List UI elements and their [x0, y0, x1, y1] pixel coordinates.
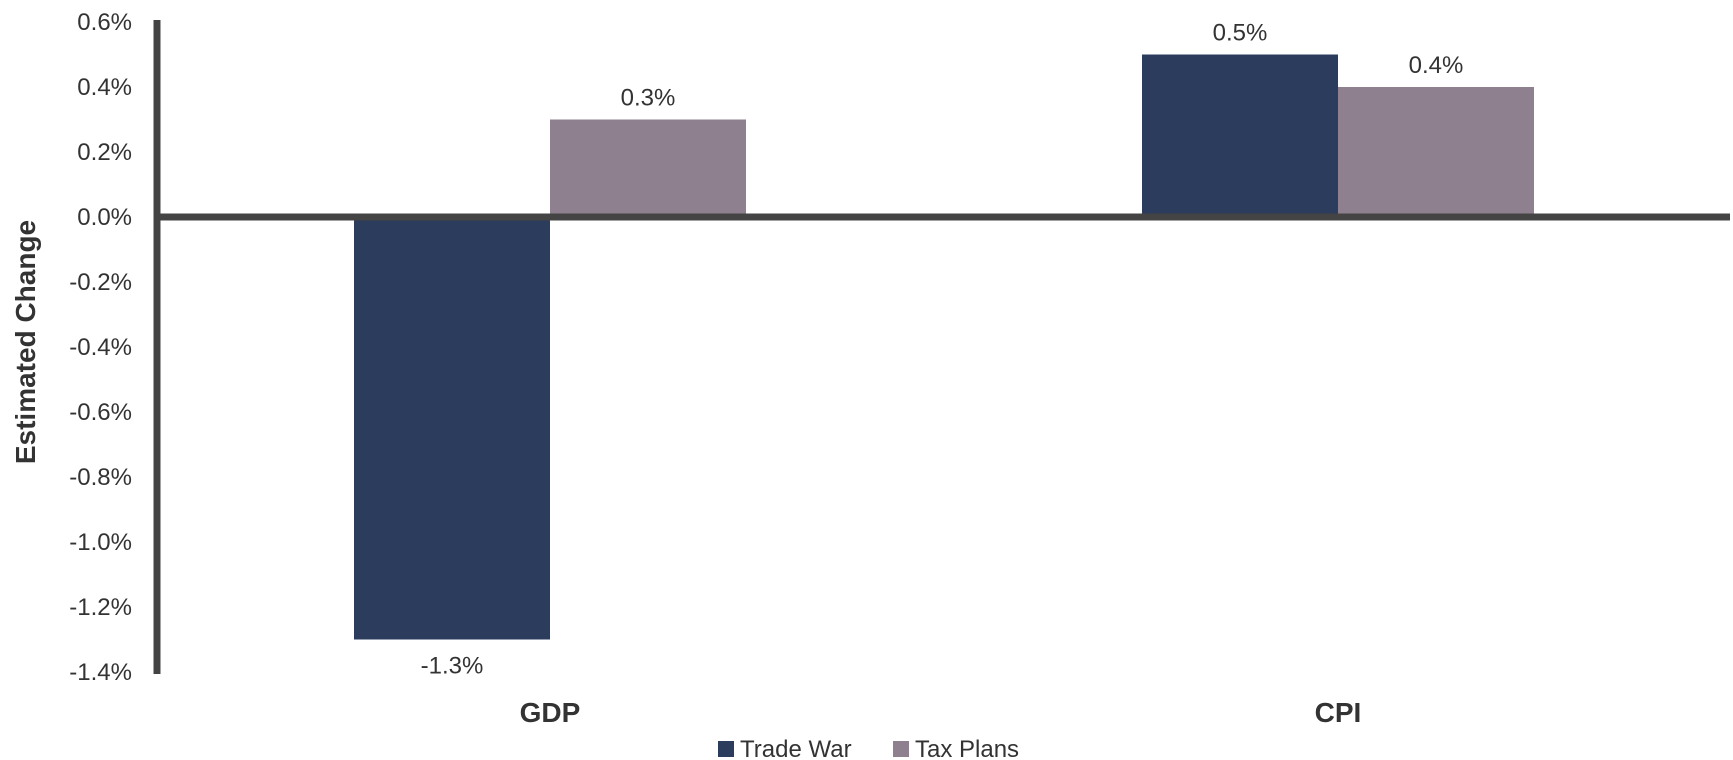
y-tick-label: -1.2% [69, 594, 132, 621]
data-label: 0.3% [621, 85, 676, 112]
category-label: CPI [1315, 697, 1362, 728]
y-tick-label: 0.4% [77, 74, 132, 101]
category-label: GDP [520, 697, 581, 728]
y-axis-title: Estimated Change [10, 220, 41, 464]
bar-trade-war-cpi [1142, 54, 1338, 217]
bar-tax-plans-gdp [550, 119, 746, 217]
category-labels-group: GDP CPI [520, 697, 1362, 728]
legend-swatch [718, 741, 734, 757]
y-tick-label: -0.2% [69, 269, 132, 296]
y-tick-label: -1.4% [69, 659, 132, 686]
data-label: 0.5% [1213, 20, 1268, 47]
y-tick-label: 0.6% [77, 9, 132, 36]
legend: Trade War Tax Plans [718, 736, 1019, 760]
y-tick-label: -0.4% [69, 334, 132, 361]
y-tick-labels: 0.6% 0.4% 0.2% 0.0% -0.2% -0.4% -0.6% -0.8% -1.0… [69, 9, 132, 686]
legend-label: Trade War [740, 736, 852, 760]
data-label: -1.3% [421, 653, 484, 680]
bar-trade-war-gdp [354, 217, 550, 640]
y-tick-label: 0.0% [77, 204, 132, 231]
data-label: 0.4% [1409, 52, 1464, 79]
y-tick-label: -1.0% [69, 529, 132, 556]
data-labels-group: -1.3% 0.5% 0.3% 0.4% [421, 20, 1464, 680]
y-tick-label: -0.6% [69, 399, 132, 426]
legend-swatch [893, 741, 909, 757]
bars-group [354, 54, 1534, 640]
bar-tax-plans-cpi [1338, 87, 1534, 217]
y-tick-label: -0.8% [69, 464, 132, 491]
legend-label: Tax Plans [915, 736, 1019, 760]
y-tick-label: 0.2% [77, 139, 132, 166]
axes-group [153, 20, 1730, 674]
